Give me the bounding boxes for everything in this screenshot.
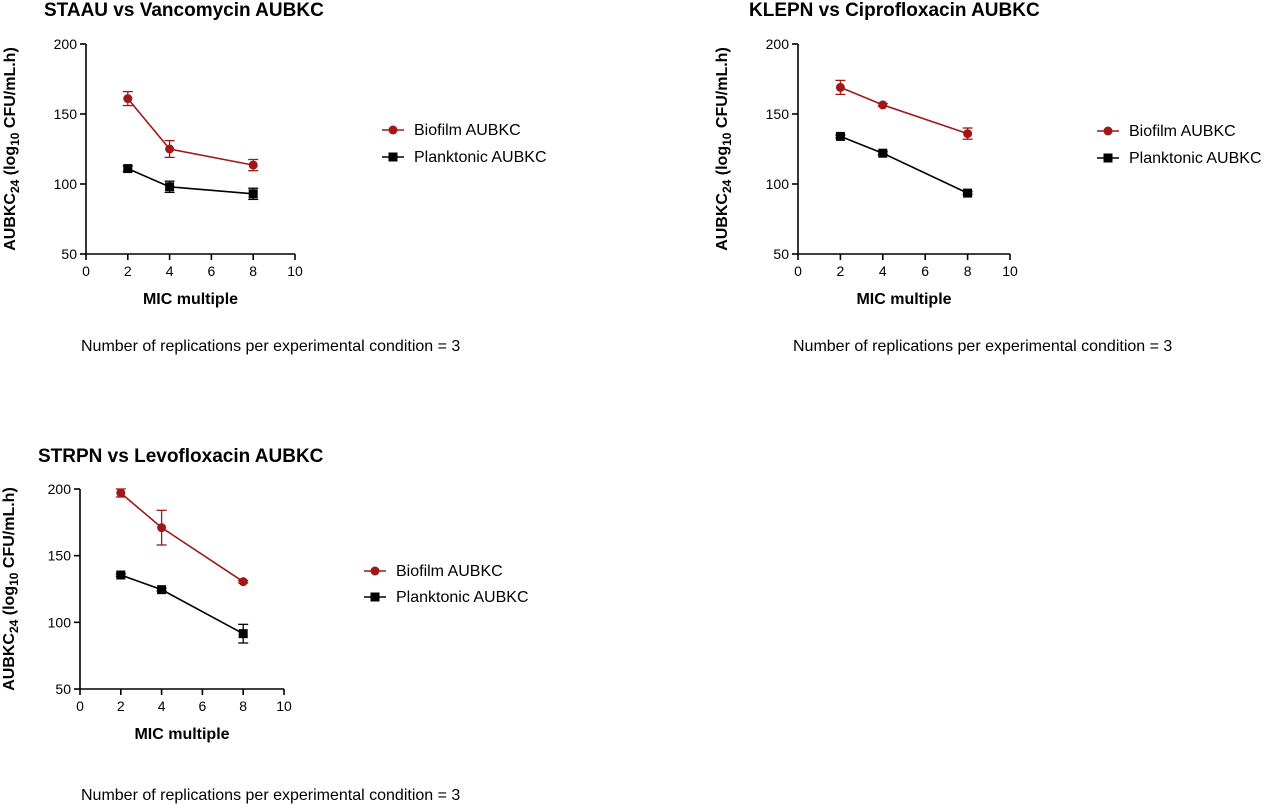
legend-label: Biofilm AUBKC: [414, 122, 521, 139]
data-point: [165, 182, 175, 192]
legend-marker: [1103, 153, 1113, 163]
replications-note: Number of replications per experimental …: [81, 338, 460, 355]
data-point: [123, 164, 133, 174]
legend-label: Biofilm AUBKC: [396, 563, 503, 580]
x-tick-label: 6: [208, 263, 216, 279]
series-line: [127, 167, 254, 195]
x-tick-label: 10: [1002, 263, 1018, 279]
legend-label: Biofilm AUBKC: [1129, 123, 1236, 140]
data-point: [116, 488, 126, 498]
y-axis-title: AUBKC24 (log10 CFU/mL.h): [714, 47, 734, 251]
x-tick-label: 2: [117, 698, 125, 714]
y-tick-label: 150: [766, 106, 790, 122]
y-tick-label: 100: [766, 176, 790, 192]
legend-marker: [370, 566, 380, 576]
data-point: [835, 82, 845, 92]
legend-label: Planktonic AUBKC: [1129, 150, 1262, 167]
data-point: [878, 100, 888, 110]
data-point: [238, 577, 248, 587]
data-point: [123, 94, 133, 104]
y-tick-label: 200: [48, 481, 72, 497]
data-point: [157, 585, 167, 595]
x-tick-label: 0: [82, 263, 90, 279]
chart-title: KLEPN vs Ciprofloxacin AUBKC: [749, 0, 1040, 21]
data-point: [116, 570, 126, 580]
data-point: [878, 148, 888, 158]
x-axis-title: MIC multiple: [143, 291, 238, 308]
y-tick-label: 200: [766, 36, 790, 52]
legend-item: Biofilm AUBKC: [382, 122, 521, 139]
legend-item: Biofilm AUBKC: [1097, 123, 1236, 140]
data-point: [165, 144, 175, 154]
series-biofilm: [835, 79, 973, 140]
legend-item: Planktonic AUBKC: [1097, 150, 1262, 167]
x-tick-label: 10: [287, 263, 303, 279]
x-tick-label: 8: [964, 263, 972, 279]
legend-marker: [370, 592, 380, 602]
x-tick-label: 2: [837, 263, 845, 279]
chart-panel-2: KLEPN vs Ciprofloxacin AUBKC 50 100 150 200 0…: [714, 0, 1262, 355]
x-tick-label: 4: [158, 698, 166, 714]
series-line: [120, 574, 244, 635]
data-point: [157, 523, 167, 533]
legend-label: Planktonic AUBKC: [396, 589, 529, 606]
data-point: [248, 189, 258, 199]
chart-panel-1: STAAU vs Vancomycin AUBKC 50 100 150 200 0 2 4 6…: [2, 0, 547, 355]
y-tick-label: 50: [773, 246, 789, 262]
x-tick-label: 10: [276, 698, 292, 714]
series-line: [840, 135, 968, 194]
chart-title: STRPN vs Levofloxacin AUBKC: [38, 446, 324, 467]
x-tick-label: 0: [76, 698, 84, 714]
x-tick-label: 4: [879, 263, 887, 279]
data-point: [238, 629, 248, 639]
series-biofilm: [122, 90, 259, 172]
chart-panel-3: STRPN vs Levofloxacin AUBKC 50 100 150 200 0 2…: [1, 446, 529, 804]
x-tick-label: 6: [921, 263, 929, 279]
replications-note: Number of replications per experimental …: [793, 338, 1172, 355]
y-tick-label: 50: [55, 681, 71, 697]
legend-item: Planktonic AUBKC: [382, 149, 547, 166]
y-tick-label: 150: [54, 106, 78, 122]
y-axis-title: AUBKC24 (log10 CFU/mL.h): [2, 47, 22, 251]
x-tick-label: 8: [239, 698, 247, 714]
replications-note: Number of replications per experimental …: [81, 787, 460, 804]
data-point: [835, 131, 845, 141]
x-tick-label: 6: [199, 698, 207, 714]
chart-title: STAAU vs Vancomycin AUBKC: [44, 0, 324, 21]
series-biofilm: [115, 488, 249, 587]
legend-item: Planktonic AUBKC: [364, 589, 529, 606]
y-tick-label: 100: [54, 176, 78, 192]
x-tick-label: 0: [794, 263, 802, 279]
x-tick-label: 8: [249, 263, 257, 279]
x-tick-label: 4: [166, 263, 174, 279]
y-axis-title: AUBKC24 (log10 CFU/mL.h): [1, 487, 21, 691]
legend-marker: [388, 125, 398, 135]
series-line: [840, 86, 968, 135]
legend-marker: [1103, 126, 1113, 136]
x-tick-label: 2: [124, 263, 132, 279]
data-point: [963, 188, 973, 198]
y-tick-label: 150: [48, 548, 72, 564]
series-planktonic: [115, 570, 249, 644]
y-tick-label: 100: [48, 614, 72, 630]
x-axis-title: MIC multiple: [856, 291, 951, 308]
y-tick-label: 50: [61, 246, 77, 262]
series-planktonic: [122, 164, 259, 201]
x-axis-title: MIC multiple: [134, 726, 229, 743]
legend-label: Planktonic AUBKC: [414, 149, 547, 166]
series-line: [120, 492, 244, 583]
legend-marker: [388, 152, 398, 162]
data-point: [963, 129, 973, 139]
data-point: [248, 160, 258, 170]
series-planktonic: [835, 131, 973, 198]
legend-item: Biofilm AUBKC: [364, 563, 503, 580]
series-line: [127, 98, 254, 166]
y-tick-label: 200: [54, 36, 78, 52]
